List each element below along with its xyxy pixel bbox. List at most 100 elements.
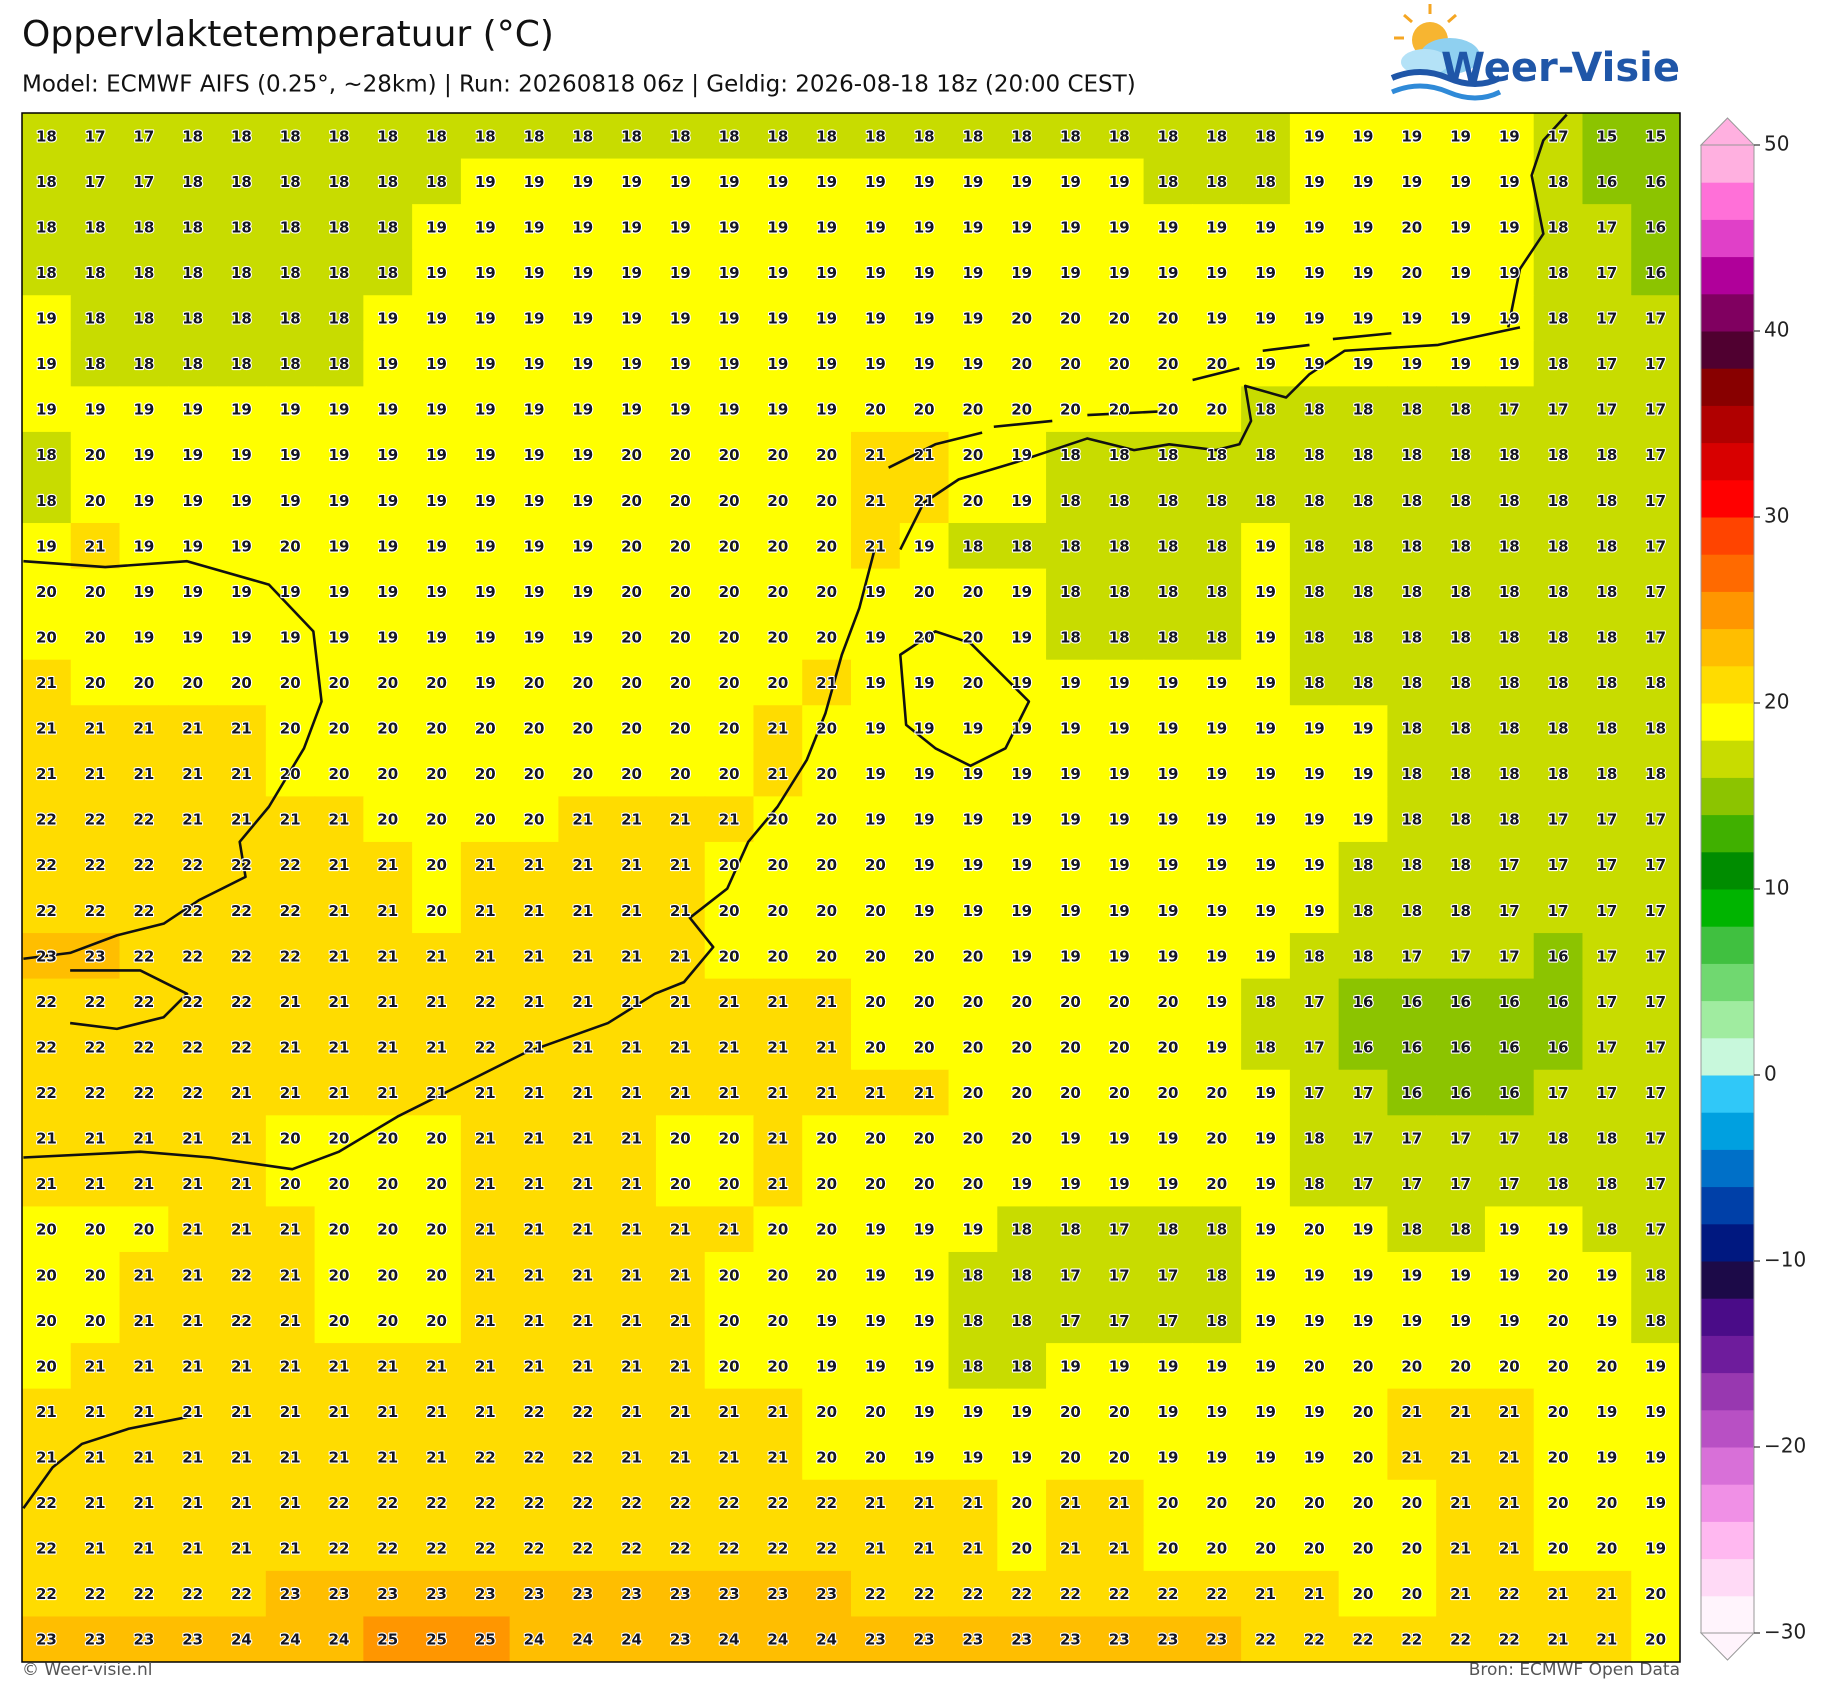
temperature-cell xyxy=(558,750,608,797)
temperature-label: 19 xyxy=(1158,856,1179,874)
temperature-label: 20 xyxy=(719,765,740,783)
temperature-cell xyxy=(119,1024,169,1071)
temperature-cell xyxy=(363,614,413,661)
temperature-cell xyxy=(1192,1024,1242,1071)
colorbar-band xyxy=(1701,851,1754,890)
temperature-cell xyxy=(558,249,608,296)
temperature-cell xyxy=(363,659,413,706)
temperature-cell xyxy=(119,750,169,797)
temperature-label: 21 xyxy=(1499,1403,1520,1421)
temperature-cell xyxy=(1484,340,1535,387)
temperature-cell xyxy=(412,796,462,843)
temperature-label: 19 xyxy=(329,401,350,419)
temperature-label: 19 xyxy=(524,628,545,646)
temperature-cell xyxy=(558,1069,608,1116)
temperature-label: 18 xyxy=(1304,1175,1325,1193)
temperature-cell xyxy=(802,158,852,205)
temperature-cell xyxy=(217,1388,267,1435)
temperature-cell xyxy=(1241,1251,1291,1299)
temperature-label: 21 xyxy=(572,902,593,920)
temperature-cell xyxy=(1289,523,1340,570)
temperature-label: 20 xyxy=(1353,1540,1374,1558)
temperature-cell xyxy=(1387,796,1437,843)
temperature-label: 23 xyxy=(36,1631,57,1649)
temperature-cell xyxy=(1241,295,1291,342)
temperature-label: 21 xyxy=(475,1312,496,1330)
temperature-cell xyxy=(1094,1479,1145,1526)
temperature-cell xyxy=(509,796,560,843)
temperature-label: 21 xyxy=(85,1403,106,1421)
temperature-cell xyxy=(1192,841,1242,889)
temperature-label: 19 xyxy=(280,583,301,601)
temperature-label: 19 xyxy=(1158,218,1179,236)
temperature-cell xyxy=(1094,933,1145,980)
temperature-label: 20 xyxy=(1158,1084,1179,1102)
colorbar-tick-label: −10 xyxy=(1764,1248,1806,1272)
temperature-cell xyxy=(1631,1069,1680,1116)
temperature-cell xyxy=(607,750,657,797)
temperature-label: 17 xyxy=(1158,1312,1179,1330)
temperature-label: 20 xyxy=(962,1084,983,1102)
temperature-label: 20 xyxy=(767,583,788,601)
temperature-cell xyxy=(1631,1160,1680,1208)
temperature-label: 19 xyxy=(133,492,154,510)
temperature-label: 19 xyxy=(1206,720,1227,738)
temperature-cell xyxy=(1436,1115,1486,1162)
temperature-cell xyxy=(1582,431,1632,479)
temperature-cell xyxy=(265,1343,316,1390)
temperature-label: 20 xyxy=(1353,1448,1374,1466)
temperature-label: 20 xyxy=(1304,1540,1325,1558)
temperature-cell xyxy=(607,568,657,615)
temperature-cell xyxy=(460,1024,511,1071)
temperature-label: 23 xyxy=(182,1631,203,1649)
temperature-cell xyxy=(1143,1115,1193,1162)
temperature-label: 19 xyxy=(133,583,154,601)
temperature-cell xyxy=(607,340,657,387)
temperature-cell xyxy=(1338,1479,1389,1526)
temperature-cell xyxy=(1338,249,1389,296)
temperature-cell xyxy=(851,1206,901,1253)
temperature-cell xyxy=(851,477,901,524)
temperature-label: 19 xyxy=(1401,310,1422,328)
temperature-cell xyxy=(997,1115,1047,1162)
temperature-cell xyxy=(1143,933,1193,980)
temperature-cell xyxy=(1289,933,1340,980)
temperature-label: 19 xyxy=(1109,765,1130,783)
temperature-cell xyxy=(1338,750,1389,797)
temperature-cell xyxy=(1046,340,1096,387)
temperature-label: 19 xyxy=(36,355,57,373)
temperature-label: 23 xyxy=(962,1631,983,1649)
temperature-label: 21 xyxy=(280,1266,301,1284)
temperature-label: 21 xyxy=(85,537,106,555)
temperature-cell xyxy=(363,568,413,615)
temperature-label: 19 xyxy=(865,173,886,191)
temperature-cell xyxy=(753,523,803,570)
temperature-cell xyxy=(1289,1434,1340,1481)
temperature-label: 20 xyxy=(719,537,740,555)
temperature-label: 19 xyxy=(1011,173,1032,191)
temperature-label: 19 xyxy=(524,537,545,555)
temperature-cell xyxy=(265,1388,316,1435)
temperature-cell xyxy=(217,1160,267,1208)
temperature-label: 21 xyxy=(865,1084,886,1102)
temperature-cell xyxy=(558,1206,608,1253)
temperature-cell xyxy=(1241,1024,1291,1071)
temperature-cell xyxy=(607,113,657,160)
temperature-label: 18 xyxy=(1499,492,1520,510)
temperature-label: 18 xyxy=(1450,537,1471,555)
temperature-cell xyxy=(558,386,608,433)
temperature-cell xyxy=(1484,796,1535,843)
temperature-label: 21 xyxy=(621,856,642,874)
temperature-label: 19 xyxy=(1255,1403,1276,1421)
temperature-label: 20 xyxy=(85,628,106,646)
temperature-cell xyxy=(1533,1115,1584,1162)
temperature-label: 17 xyxy=(1645,492,1666,510)
temperature-cell xyxy=(1241,978,1291,1025)
temperature-label: 19 xyxy=(133,401,154,419)
temperature-label: 19 xyxy=(962,310,983,328)
temperature-cell xyxy=(22,705,72,752)
temperature-label: 16 xyxy=(1645,218,1666,236)
temperature-cell xyxy=(460,477,511,524)
temperature-label: 19 xyxy=(572,446,593,464)
temperature-label: 19 xyxy=(1011,902,1032,920)
